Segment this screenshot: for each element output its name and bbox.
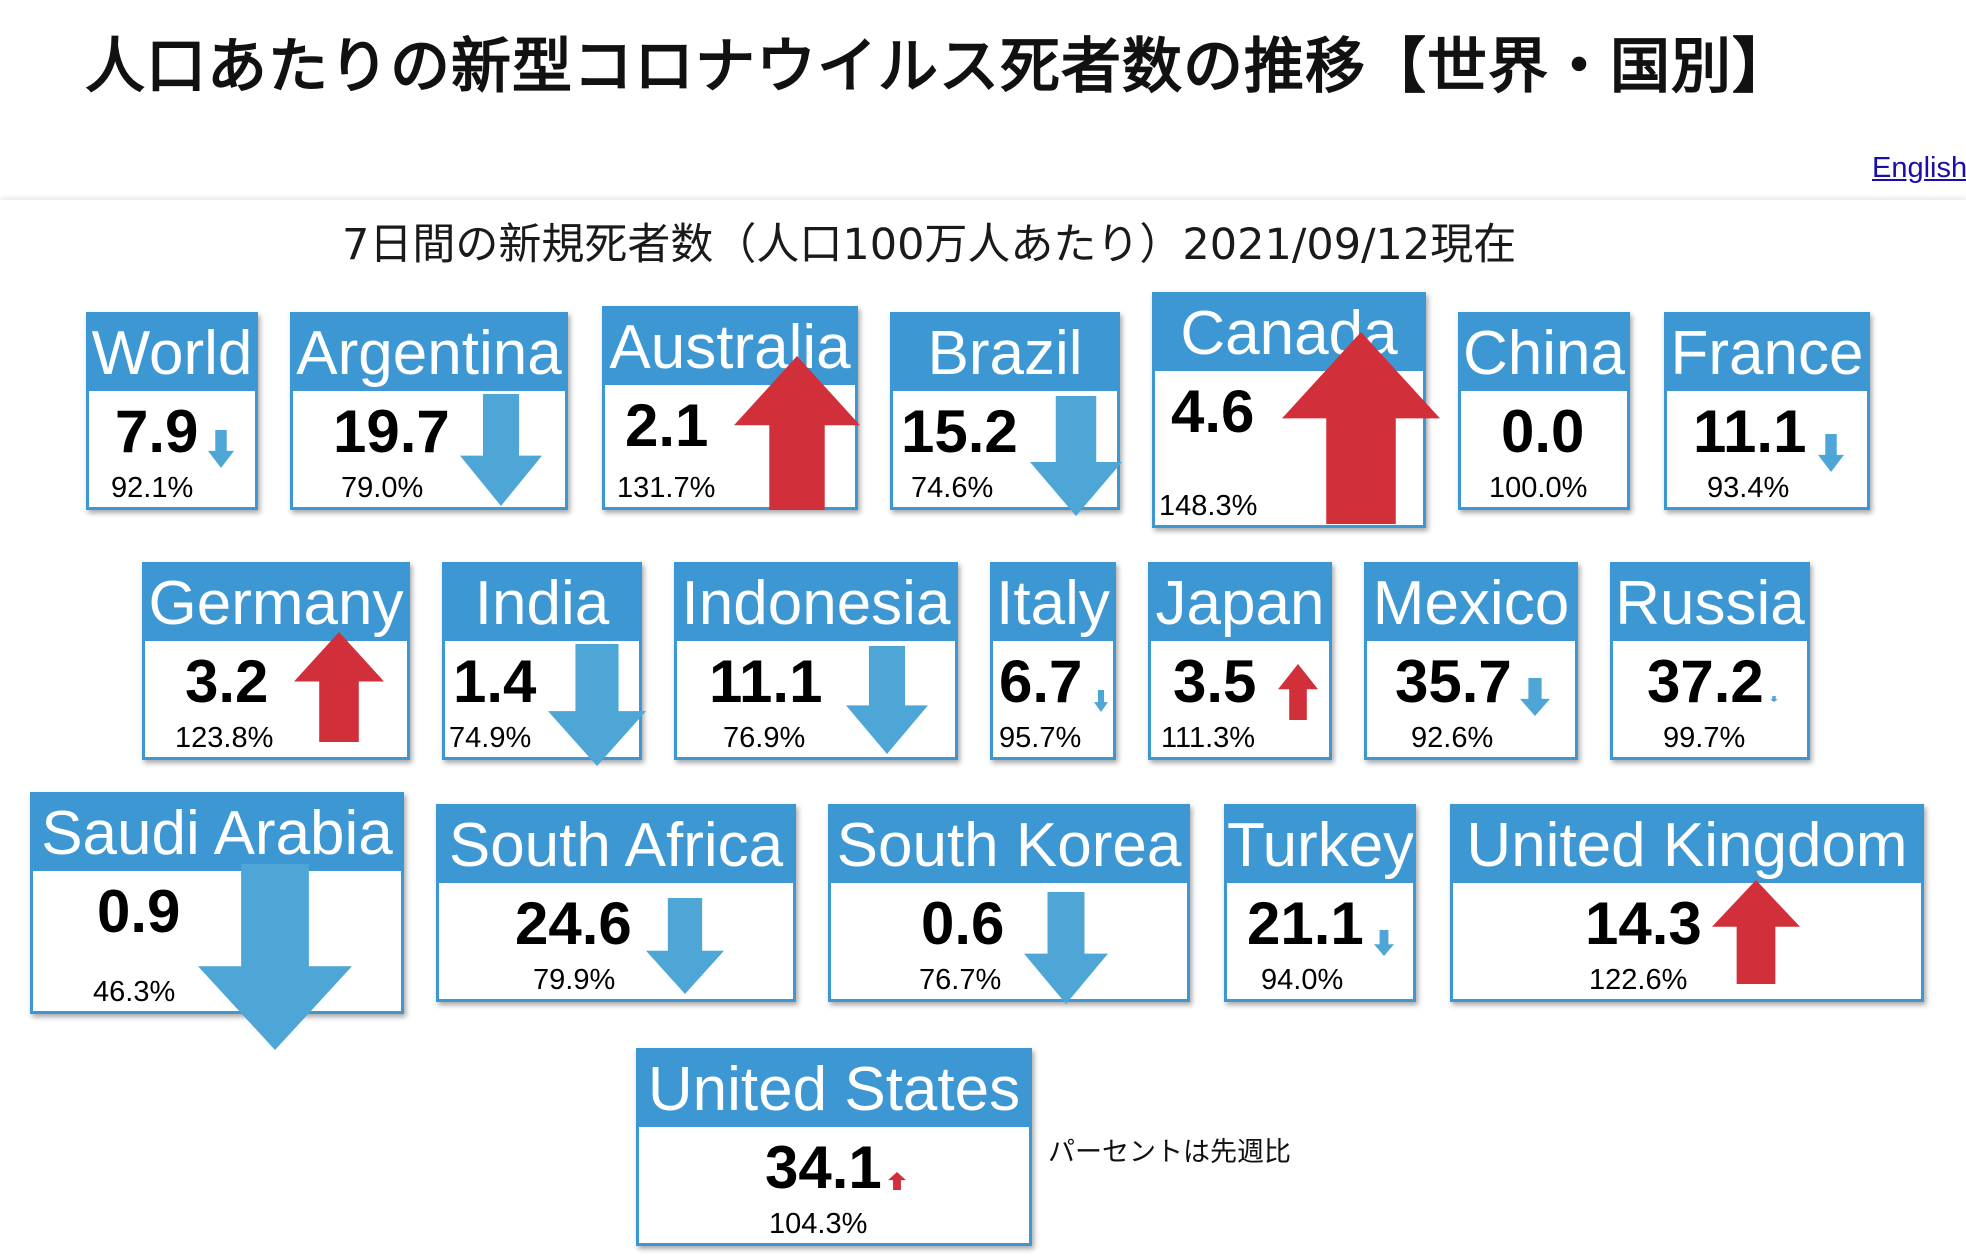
country-card-united-states: United States 34.1 104.3% bbox=[636, 1048, 1032, 1246]
week-over-week-percent: 76.9% bbox=[723, 722, 806, 754]
country-card-russia: Russia 37.2 99.7% bbox=[1610, 562, 1810, 760]
country-name: South Korea bbox=[831, 807, 1187, 883]
week-over-week-percent: 92.6% bbox=[1411, 722, 1494, 754]
week-over-week-percent: 93.4% bbox=[1707, 472, 1790, 504]
country-name: Japan bbox=[1151, 565, 1329, 641]
death-rate-value: 24.6 bbox=[515, 890, 632, 957]
country-card-argentina: Argentina 19.7 79.0% bbox=[290, 312, 568, 510]
death-rate-value: 2.1 bbox=[625, 392, 709, 459]
mexico-down-arrow-icon bbox=[1520, 678, 1550, 716]
south-korea-down-arrow-icon bbox=[1024, 892, 1108, 1004]
death-rate-value: 37.2 bbox=[1647, 648, 1764, 715]
country-name: France bbox=[1667, 315, 1867, 391]
country-card-mexico: Mexico 35.7 92.6% bbox=[1364, 562, 1578, 760]
indonesia-down-arrow-icon bbox=[846, 646, 928, 754]
death-rate-value: 15.2 bbox=[901, 398, 1018, 465]
country-card-indonesia: Indonesia 11.1 76.9% bbox=[674, 562, 958, 760]
country-name: Argentina bbox=[293, 315, 565, 391]
week-over-week-percent: 79.9% bbox=[533, 964, 616, 996]
country-name: Italy bbox=[993, 565, 1113, 641]
death-rate-value: 7.9 bbox=[115, 398, 199, 465]
india-down-arrow-icon bbox=[548, 644, 646, 766]
english-language-link[interactable]: English bbox=[1872, 152, 1966, 184]
week-over-week-percent: 122.6% bbox=[1589, 964, 1688, 996]
death-rate-value: 3.5 bbox=[1173, 648, 1257, 715]
country-card-south-korea: South Korea 0.6 76.7% bbox=[828, 804, 1190, 1002]
death-rate-value: 6.7 bbox=[999, 648, 1083, 715]
death-rate-value: 19.7 bbox=[333, 398, 450, 465]
country-name: Australia bbox=[605, 309, 855, 385]
week-over-week-percent: 111.3% bbox=[1161, 722, 1256, 754]
country-card-china: China 0.0 100.0% bbox=[1458, 312, 1630, 510]
week-over-week-percent: 148.3% bbox=[1159, 490, 1258, 522]
country-name: Indonesia bbox=[677, 565, 955, 641]
week-over-week-percent: 99.7% bbox=[1663, 722, 1746, 754]
country-name: World bbox=[89, 315, 255, 391]
united-kingdom-up-arrow-icon bbox=[1712, 880, 1800, 984]
death-rate-value: 4.6 bbox=[1171, 378, 1255, 445]
week-over-week-percent: 92.1% bbox=[111, 472, 194, 504]
death-rate-value: 11.1 bbox=[709, 648, 823, 715]
country-card-turkey: Turkey 21.1 94.0% bbox=[1224, 804, 1416, 1002]
country-card-india: India 1.4 74.9% bbox=[442, 562, 642, 760]
country-name: United Kingdom bbox=[1453, 807, 1921, 883]
country-name: China bbox=[1461, 315, 1627, 391]
week-over-week-percent: 104.3% bbox=[769, 1208, 868, 1240]
argentina-down-arrow-icon bbox=[460, 394, 542, 506]
death-rate-value: 0.9 bbox=[97, 878, 181, 945]
country-card-world: World 7.9 92.1% bbox=[86, 312, 258, 510]
country-card-australia: Australia 2.1 131.7% bbox=[602, 306, 858, 510]
south-africa-down-arrow-icon bbox=[646, 898, 724, 994]
page-title: 人口あたりの新型コロナウイルス死者数の推移【世界・国別】 bbox=[85, 32, 1793, 102]
week-over-week-percent: 46.3% bbox=[93, 976, 176, 1008]
week-over-week-percent: 95.7% bbox=[999, 722, 1082, 754]
week-over-week-percent: 76.7% bbox=[919, 964, 1002, 996]
week-over-week-percent: 131.7% bbox=[617, 472, 716, 504]
country-card-japan: Japan 3.5 111.3% bbox=[1148, 562, 1332, 760]
country-name: Brazil bbox=[893, 315, 1117, 391]
country-name: South Africa bbox=[439, 807, 793, 883]
week-over-week-percent: 94.0% bbox=[1261, 964, 1344, 996]
chart-subtitle: 7日間の新規死者数（人口100万人あたり）2021/09/12現在 bbox=[342, 220, 1517, 270]
country-card-south-africa: South Africa 24.6 79.9% bbox=[436, 804, 796, 1002]
death-rate-value: 1.4 bbox=[453, 648, 537, 715]
week-over-week-percent: 74.6% bbox=[911, 472, 994, 504]
brazil-down-arrow-icon bbox=[1030, 396, 1122, 516]
death-rate-value: 0.0 bbox=[1501, 398, 1585, 465]
week-over-week-percent: 100.0% bbox=[1489, 472, 1588, 504]
canada-up-arrow-icon bbox=[1282, 332, 1440, 524]
death-rate-value: 11.1 bbox=[1693, 398, 1807, 465]
saudi-arabia-down-arrow-icon bbox=[198, 864, 352, 1050]
death-rate-value: 14.3 bbox=[1585, 890, 1702, 957]
country-card-france: France 11.1 93.4% bbox=[1664, 312, 1870, 510]
death-rate-value: 3.2 bbox=[185, 648, 269, 715]
death-rate-value: 35.7 bbox=[1395, 648, 1512, 715]
country-name: Russia bbox=[1613, 565, 1807, 641]
week-over-week-percent: 123.8% bbox=[175, 722, 274, 754]
week-over-week-percent: 74.9% bbox=[449, 722, 532, 754]
death-rate-value: 0.6 bbox=[921, 890, 1005, 957]
country-name: United States bbox=[639, 1051, 1029, 1127]
country-card-united-kingdom: United Kingdom 14.3 122.6% bbox=[1450, 804, 1924, 1002]
death-rate-value: 21.1 bbox=[1247, 890, 1364, 957]
germany-up-arrow-icon bbox=[294, 632, 384, 742]
country-name: Saudi Arabia bbox=[33, 795, 401, 871]
united-states-up-arrow-icon bbox=[888, 1172, 906, 1190]
country-name: Germany bbox=[145, 565, 407, 641]
italy-down-arrow-icon bbox=[1094, 690, 1108, 712]
country-name: Mexico bbox=[1367, 565, 1575, 641]
country-name: India bbox=[445, 565, 639, 641]
japan-up-arrow-icon bbox=[1278, 664, 1318, 720]
country-name: Turkey bbox=[1227, 807, 1413, 883]
death-rate-value: 34.1 bbox=[765, 1134, 882, 1201]
australia-up-arrow-icon bbox=[734, 356, 860, 510]
world-down-arrow-icon bbox=[208, 430, 234, 468]
france-down-arrow-icon bbox=[1818, 434, 1844, 472]
week-over-week-percent: 79.0% bbox=[341, 472, 424, 504]
turkey-down-arrow-icon bbox=[1374, 930, 1394, 956]
country-card-italy: Italy 6.7 95.7% bbox=[990, 562, 1116, 760]
percentage-note: パーセントは先週比 bbox=[1048, 1137, 1291, 1168]
russia-down-arrow-icon bbox=[1770, 696, 1778, 702]
